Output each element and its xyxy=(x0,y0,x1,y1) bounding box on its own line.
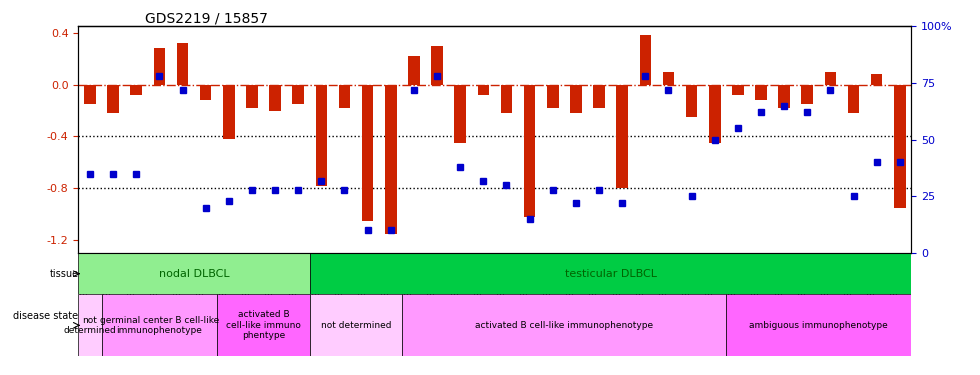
FancyBboxPatch shape xyxy=(78,294,102,356)
Bar xyxy=(455,85,466,143)
Text: nodal DLBCL: nodal DLBCL xyxy=(159,269,229,279)
Bar xyxy=(732,85,744,95)
Text: disease state: disease state xyxy=(14,311,78,321)
FancyBboxPatch shape xyxy=(102,294,218,356)
Bar xyxy=(662,72,674,85)
Bar xyxy=(246,85,258,108)
Bar xyxy=(316,85,327,186)
Bar xyxy=(871,74,882,85)
Bar xyxy=(709,85,720,143)
Bar xyxy=(477,85,489,95)
Bar xyxy=(362,85,373,221)
Bar xyxy=(200,85,212,100)
Text: testicular DLBCL: testicular DLBCL xyxy=(564,269,657,279)
Bar xyxy=(756,85,766,100)
Bar xyxy=(570,85,582,113)
Text: germinal center B cell-like
immunophenotype: germinal center B cell-like immunophenot… xyxy=(100,316,219,335)
FancyBboxPatch shape xyxy=(726,294,911,356)
Text: tissue: tissue xyxy=(49,269,78,279)
Bar xyxy=(154,48,166,85)
Bar xyxy=(431,46,443,85)
Text: activated B
cell-like immuno
phentype: activated B cell-like immuno phentype xyxy=(226,310,301,340)
Bar xyxy=(385,85,397,234)
FancyBboxPatch shape xyxy=(310,253,911,294)
Text: ambiguous immunophenotype: ambiguous immunophenotype xyxy=(750,321,888,330)
Bar xyxy=(848,85,859,113)
Bar xyxy=(616,85,628,188)
Bar xyxy=(824,72,836,85)
Bar xyxy=(408,56,419,85)
FancyBboxPatch shape xyxy=(78,253,310,294)
Bar xyxy=(176,43,188,85)
FancyBboxPatch shape xyxy=(218,294,310,356)
Bar xyxy=(501,85,513,113)
FancyBboxPatch shape xyxy=(310,294,403,356)
Bar xyxy=(292,85,304,104)
Bar xyxy=(802,85,813,104)
Bar xyxy=(593,85,605,108)
Bar xyxy=(640,35,651,85)
Bar xyxy=(686,85,698,117)
Bar xyxy=(339,85,350,108)
Bar xyxy=(108,85,119,113)
Bar xyxy=(223,85,234,139)
Bar xyxy=(130,85,142,95)
Text: not determined: not determined xyxy=(320,321,391,330)
Text: GDS2219 / 15857: GDS2219 / 15857 xyxy=(145,11,268,25)
Text: not
determined: not determined xyxy=(64,316,117,335)
Bar xyxy=(547,85,559,108)
Bar xyxy=(524,85,535,217)
Bar xyxy=(778,85,790,108)
Bar xyxy=(894,85,906,208)
Bar xyxy=(84,85,96,104)
FancyBboxPatch shape xyxy=(403,294,726,356)
Text: activated B cell-like immunophenotype: activated B cell-like immunophenotype xyxy=(475,321,654,330)
Bar xyxy=(270,85,281,111)
